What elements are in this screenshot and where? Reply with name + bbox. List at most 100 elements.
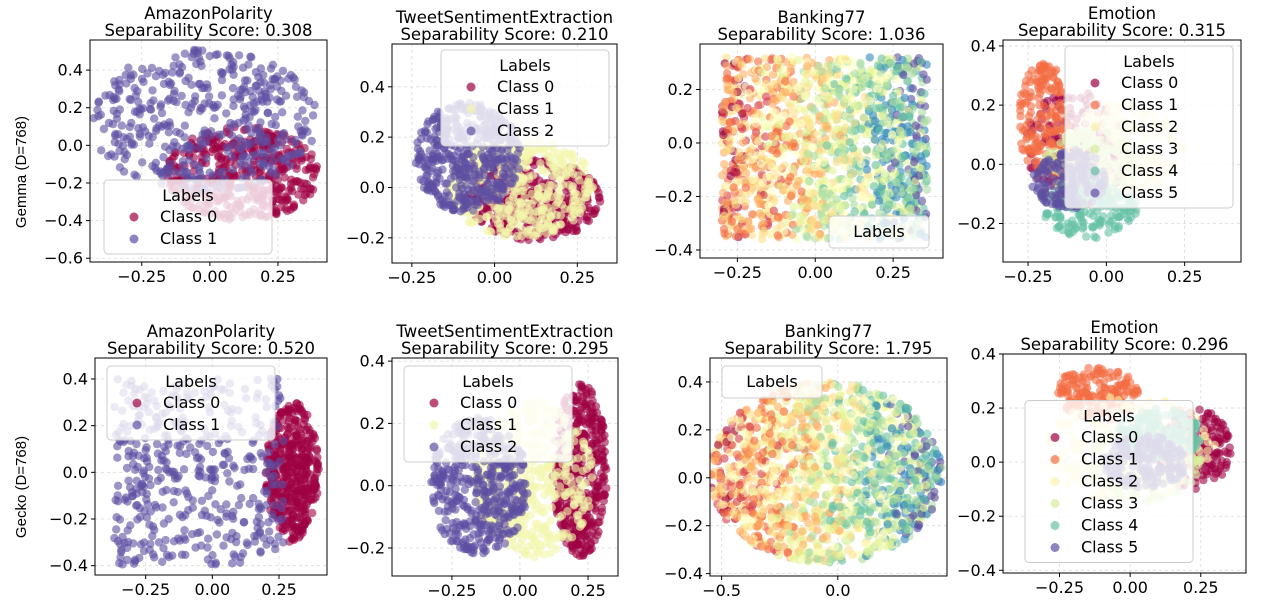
data-point — [197, 61, 206, 71]
legend-label: Class 0 — [1121, 73, 1178, 92]
data-point — [539, 203, 548, 212]
data-point — [292, 92, 302, 102]
data-point — [437, 156, 446, 165]
legend-marker — [129, 212, 139, 222]
legend-title: Labels — [1123, 52, 1175, 71]
data-point — [738, 138, 747, 147]
x-tick-label: −0.25 — [387, 268, 436, 287]
data-point — [413, 144, 423, 153]
data-point — [125, 122, 134, 132]
data-point — [555, 154, 565, 163]
data-point — [119, 167, 129, 176]
data-point — [270, 75, 279, 84]
data-point — [779, 111, 789, 120]
data-point — [791, 225, 801, 234]
data-point — [771, 96, 780, 105]
data-point — [439, 198, 449, 207]
data-point — [213, 143, 223, 153]
data-point — [802, 114, 811, 123]
data-point — [781, 132, 790, 141]
data-point — [799, 156, 809, 165]
data-point — [148, 132, 157, 142]
data-point — [845, 138, 854, 147]
data-point — [801, 139, 810, 148]
panel-title: TweetSentimentExtraction — [395, 8, 613, 27]
data-point — [263, 108, 272, 118]
data-point — [903, 63, 912, 73]
data-point — [832, 195, 841, 204]
data-point — [803, 196, 812, 205]
data-point — [873, 75, 883, 84]
data-point — [536, 159, 545, 168]
data-point — [441, 179, 450, 188]
data-point — [146, 104, 155, 114]
data-point — [502, 164, 511, 173]
data-point — [129, 70, 138, 79]
data-point — [1082, 232, 1091, 241]
data-point — [1057, 149, 1066, 158]
data-point — [911, 198, 920, 207]
data-point — [1085, 209, 1094, 218]
data-point — [885, 189, 894, 198]
data-point — [873, 84, 882, 93]
data-point — [586, 206, 596, 216]
panel-title: AmazonPolarity — [144, 4, 273, 23]
data-point — [847, 62, 856, 72]
data-point — [769, 80, 778, 89]
legend-label: Class 1 — [1121, 95, 1178, 114]
data-point — [423, 120, 432, 129]
data-point — [1026, 77, 1035, 87]
data-point — [291, 135, 300, 145]
data-point — [519, 186, 528, 195]
data-point — [865, 53, 874, 62]
data-point — [120, 155, 129, 164]
legend-label: Class 4 — [1121, 161, 1178, 180]
data-point — [908, 185, 917, 194]
data-point — [281, 204, 290, 213]
data-point — [822, 141, 831, 150]
data-point — [442, 188, 451, 197]
data-point — [217, 154, 226, 164]
data-point — [1078, 224, 1088, 233]
data-point — [229, 95, 238, 104]
data-point — [810, 201, 819, 210]
data-point — [506, 152, 515, 161]
data-point — [204, 92, 214, 101]
data-point — [108, 119, 118, 129]
data-point — [226, 118, 235, 128]
data-point — [789, 202, 798, 212]
data-point — [871, 104, 880, 113]
data-point — [180, 121, 189, 130]
data-point — [215, 168, 224, 177]
data-point — [868, 200, 877, 209]
data-point — [860, 92, 870, 102]
data-point — [281, 91, 291, 101]
data-point — [512, 198, 522, 207]
data-point — [575, 197, 584, 206]
data-point — [245, 157, 254, 167]
data-point — [897, 113, 906, 122]
axes-frame — [89, 39, 328, 263]
data-point — [824, 189, 834, 198]
data-point — [729, 125, 739, 135]
data-point — [205, 168, 214, 177]
data-point — [785, 117, 794, 126]
data-point — [766, 119, 775, 128]
data-point — [157, 122, 167, 131]
data-point — [573, 171, 583, 180]
data-point — [228, 131, 237, 140]
y-tick-label: 0.4 — [360, 77, 385, 96]
data-point — [915, 163, 924, 172]
data-point — [1016, 122, 1025, 132]
data-point — [202, 154, 211, 163]
data-point — [298, 106, 307, 115]
data-point — [115, 75, 124, 85]
data-point — [818, 68, 827, 77]
data-point — [168, 68, 177, 77]
data-point — [835, 70, 844, 80]
data-point — [493, 204, 502, 213]
data-point — [1034, 122, 1044, 131]
data-point — [537, 215, 546, 224]
x-tick-label: 0.25 — [260, 267, 296, 286]
